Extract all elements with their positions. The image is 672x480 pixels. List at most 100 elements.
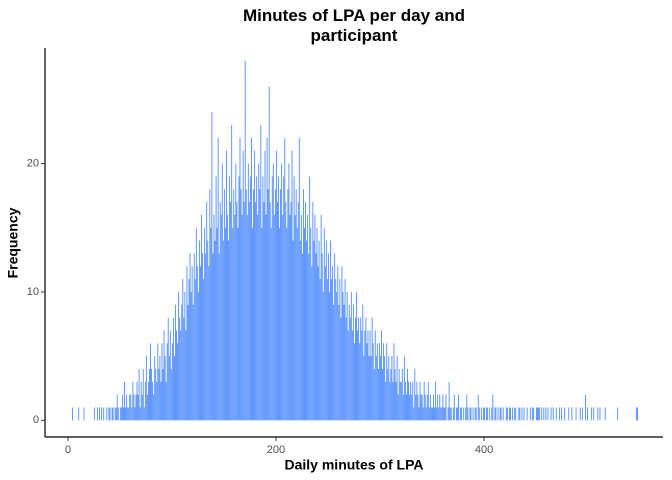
bar <box>460 407 462 421</box>
bar <box>211 112 213 421</box>
bar <box>230 202 232 421</box>
bar <box>538 407 540 421</box>
y-tick-label: 0 <box>33 414 39 426</box>
bar <box>514 407 516 421</box>
bar <box>255 202 257 421</box>
bar <box>366 343 368 421</box>
bar <box>452 407 454 421</box>
bar <box>93 407 95 421</box>
bar <box>109 407 111 421</box>
bar <box>371 317 373 421</box>
bar <box>231 125 233 421</box>
bar <box>171 343 173 421</box>
bar <box>465 407 467 421</box>
bar <box>442 394 444 421</box>
bar <box>362 304 364 421</box>
bar <box>413 407 415 421</box>
bar <box>271 176 273 421</box>
x-tick-label: 400 <box>475 444 493 456</box>
bar <box>333 304 335 421</box>
bar <box>349 317 351 421</box>
bar <box>234 214 236 421</box>
bar <box>358 317 360 421</box>
bar <box>295 189 297 421</box>
bar <box>116 394 118 421</box>
bar <box>307 214 309 421</box>
bar <box>212 253 214 421</box>
bar <box>334 253 336 421</box>
bar <box>246 214 248 421</box>
bar <box>165 381 167 421</box>
bar <box>203 279 205 421</box>
bar <box>636 407 638 421</box>
bar <box>438 407 440 421</box>
bar <box>389 381 391 421</box>
bar <box>137 394 139 421</box>
bar <box>423 381 425 421</box>
bar <box>316 227 318 421</box>
bar <box>202 253 203 421</box>
bar <box>330 240 331 421</box>
bar <box>480 407 482 421</box>
bar <box>192 304 194 421</box>
bar <box>268 86 270 421</box>
bar <box>419 381 421 421</box>
bar <box>434 407 436 421</box>
bar <box>275 150 277 421</box>
bar <box>340 317 342 421</box>
bar <box>129 394 131 421</box>
bar <box>571 407 573 421</box>
bar <box>509 407 510 421</box>
bar <box>297 202 299 421</box>
bar <box>323 227 325 421</box>
bar <box>337 266 339 421</box>
bar <box>346 291 348 421</box>
bar <box>201 214 202 421</box>
bar <box>226 150 227 421</box>
bar <box>392 381 394 421</box>
bar <box>114 407 116 421</box>
bar <box>411 394 413 421</box>
bar <box>545 407 547 421</box>
bar <box>453 394 455 421</box>
bar <box>443 407 445 421</box>
bar <box>604 407 606 421</box>
bar <box>319 279 321 421</box>
bar <box>249 176 251 421</box>
bar <box>310 227 312 421</box>
bar <box>314 214 316 421</box>
bar <box>298 137 300 421</box>
bar <box>220 214 222 421</box>
bar <box>375 356 377 421</box>
bar <box>439 394 441 421</box>
bar <box>568 407 570 421</box>
bar <box>223 189 225 421</box>
bar <box>153 394 155 421</box>
bar <box>422 407 424 421</box>
bar <box>126 394 128 421</box>
bar <box>416 381 418 421</box>
bar <box>180 330 182 421</box>
bar <box>584 394 586 421</box>
bar <box>564 407 566 421</box>
bar <box>123 407 124 421</box>
bar <box>391 356 393 421</box>
bar <box>299 240 301 421</box>
bar <box>497 407 499 421</box>
bar <box>243 202 245 421</box>
bar <box>167 317 169 421</box>
bar <box>467 407 469 421</box>
bar <box>170 368 172 421</box>
bar <box>338 304 340 421</box>
bar <box>335 279 337 421</box>
bar <box>541 407 543 421</box>
bar <box>210 227 212 421</box>
bar <box>262 176 264 421</box>
bar <box>536 407 537 421</box>
bar <box>332 266 334 421</box>
bar <box>408 381 409 421</box>
bar <box>399 381 401 421</box>
bar <box>257 214 259 421</box>
bar <box>221 163 223 421</box>
bar <box>345 317 347 421</box>
